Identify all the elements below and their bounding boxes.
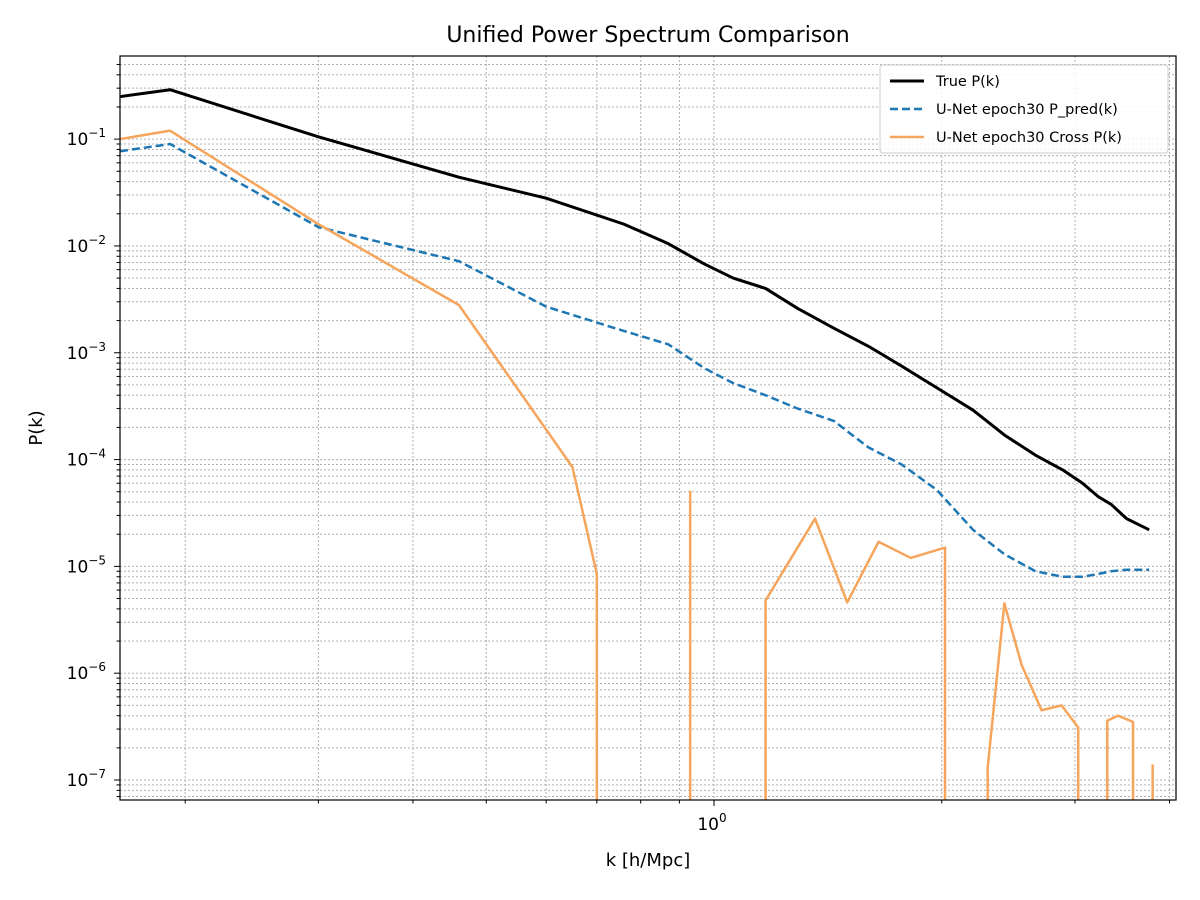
grid-lines [120,56,1176,800]
x-axis-label: k [h/Mpc] [606,850,691,871]
y-tick-label: 10−4 [67,447,106,471]
y-axis-label: P(k) [26,410,47,445]
series-line-2-segment-0 [120,129,599,800]
series-lines [120,88,1154,800]
legend: True P(k) U-Net epoch30 P_pred(k) U-Net ep… [879,64,1169,154]
legend-box [879,64,1169,154]
y-tick-label: 10−1 [67,126,106,150]
axes-frame [119,55,1177,801]
series-line-2-segment-3 [986,602,1080,800]
y-tick-label: 10−7 [67,767,106,791]
series-line-1 [120,142,1150,578]
series-line-2-segment-4 [1106,714,1135,800]
series-line-2-segment-2 [764,517,947,800]
x-tick-label: 100 [697,811,726,835]
chart-title: Unified Power Spectrum Comparison [446,23,849,48]
legend-label: U-Net epoch30 P_pred(k) [936,102,1118,118]
series-line-0 [120,88,1150,532]
y-tick-label: 10−3 [67,340,106,364]
legend-label: U-Net epoch30 Cross P(k) [936,130,1122,146]
legend-label: True P(k) [935,74,1000,90]
y-tick-label: 10−5 [67,553,106,577]
axis-ticks: 10−7 10−6 10−5 10−4 10−3 10−2 10−1 100 [67,63,1170,835]
y-tick-label: 10−6 [67,660,106,684]
y-tick-label: 10−2 [67,233,106,257]
